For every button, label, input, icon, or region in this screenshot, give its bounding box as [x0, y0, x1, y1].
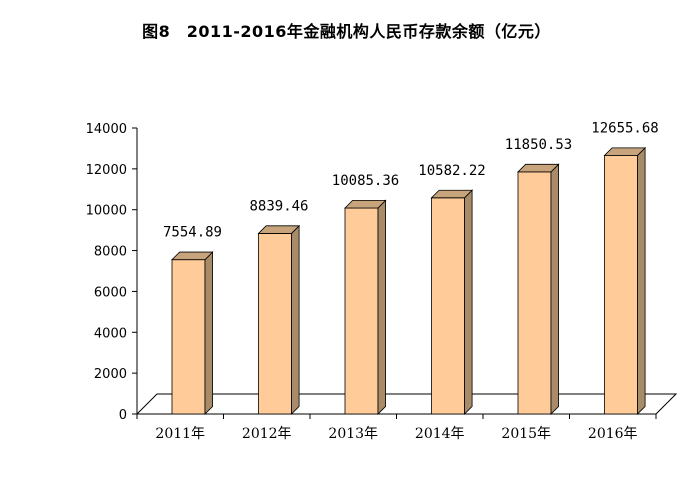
labels: 7554.89 2011年 8839.46 2012年 10085.36 2013年 105… [155, 120, 658, 442]
bar-front [258, 233, 292, 415]
bar [257, 224, 301, 415]
bars [171, 146, 647, 415]
bar-front [431, 197, 465, 415]
bar-front [344, 207, 379, 415]
y-tick-label: 10000 [86, 204, 127, 219]
y-tick-label: 12000 [86, 163, 127, 178]
bar-top [430, 189, 474, 199]
bar [603, 146, 647, 415]
bar [344, 199, 387, 415]
bar-top [603, 147, 647, 156]
y-tick-label: 6000 [94, 285, 127, 300]
x-category-label: 2012年 [242, 426, 292, 442]
bar-side [291, 224, 300, 415]
chart-floor [135, 393, 678, 415]
y-tick-label: 0 [119, 408, 127, 423]
y-tick-label: 2000 [94, 367, 127, 382]
bar [517, 163, 560, 415]
bar-side [550, 163, 559, 415]
data-label: 7554.89 [163, 225, 222, 241]
bar-top [517, 163, 560, 173]
y-tick-label: 4000 [94, 326, 127, 341]
bar-side [464, 189, 473, 415]
bar-front [517, 171, 552, 415]
y-tick-label: 14000 [86, 122, 127, 137]
chart-title: 图8 2011-2016年金融机构人民币存款余额（亿元） [142, 22, 551, 41]
bar-top [257, 225, 301, 234]
data-label: 11850.53 [505, 137, 572, 153]
bar [171, 251, 214, 415]
x-category-label: 2016年 [588, 426, 638, 442]
data-label: 10085.36 [332, 173, 399, 189]
data-label: 10582.22 [418, 163, 485, 179]
bar-front [604, 155, 638, 415]
bar-front [171, 259, 206, 415]
bar-side [637, 146, 646, 415]
bar-side [204, 251, 214, 415]
x-category-label: 2011年 [155, 426, 205, 442]
x-category-label: 2014年 [415, 426, 465, 442]
data-label: 8839.46 [249, 198, 308, 214]
x-category-label: 2013年 [328, 426, 378, 442]
data-label: 12655.68 [591, 120, 658, 136]
x-category-label: 2015年 [501, 426, 551, 442]
bar-side [377, 199, 387, 415]
bar [430, 189, 474, 415]
bar-top [344, 199, 387, 209]
bar-top [171, 251, 214, 261]
y-tick-label: 8000 [94, 245, 127, 260]
